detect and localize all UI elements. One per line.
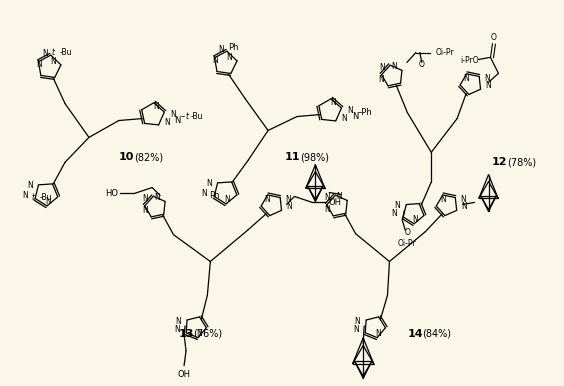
- Text: N: N: [464, 74, 469, 83]
- Text: N: N: [37, 60, 42, 69]
- Text: (98%): (98%): [300, 152, 329, 162]
- Text: N: N: [391, 210, 397, 218]
- Text: N: N: [352, 112, 358, 122]
- Text: N: N: [45, 197, 51, 207]
- Text: N: N: [42, 49, 48, 58]
- Text: N: N: [330, 98, 336, 107]
- Text: (76%): (76%): [193, 329, 223, 339]
- Text: HO: HO: [105, 189, 118, 198]
- Text: N: N: [354, 318, 360, 327]
- Text: -Bu: -Bu: [39, 193, 52, 202]
- Text: N: N: [285, 195, 291, 204]
- Text: –: –: [180, 112, 185, 122]
- Text: N: N: [395, 201, 400, 210]
- Text: N: N: [337, 192, 342, 201]
- Text: N: N: [325, 193, 331, 202]
- Text: OH: OH: [328, 198, 341, 207]
- Text: Oi-Pr: Oi-Pr: [398, 239, 417, 248]
- Text: N: N: [142, 206, 148, 215]
- Text: i-PrO: i-PrO: [460, 56, 478, 65]
- Text: N: N: [412, 215, 418, 224]
- Text: N: N: [143, 194, 148, 203]
- Text: O: O: [404, 228, 410, 237]
- Text: N: N: [226, 53, 232, 63]
- Text: 10: 10: [119, 152, 134, 162]
- Text: N: N: [174, 117, 181, 125]
- Text: N: N: [440, 195, 446, 205]
- Text: (78%): (78%): [507, 157, 536, 167]
- Text: t: t: [186, 112, 188, 122]
- Text: N: N: [196, 329, 202, 338]
- Text: N: N: [213, 56, 218, 65]
- Text: N: N: [391, 62, 397, 71]
- Text: 14: 14: [407, 329, 423, 339]
- Text: (84%): (84%): [422, 329, 451, 339]
- Text: -Bu: -Bu: [191, 112, 203, 122]
- Text: N: N: [175, 318, 181, 327]
- Text: OH: OH: [178, 370, 191, 379]
- Text: N: N: [324, 205, 330, 214]
- Text: N: N: [206, 179, 212, 188]
- Text: N: N: [155, 193, 160, 202]
- Text: 13: 13: [179, 329, 194, 339]
- Text: N: N: [484, 74, 490, 83]
- Text: 12: 12: [492, 157, 508, 167]
- Text: -Bu: -Bu: [60, 48, 72, 58]
- Text: N: N: [342, 114, 347, 124]
- Text: N: N: [165, 119, 170, 127]
- Text: O: O: [419, 60, 425, 69]
- Text: N: N: [170, 110, 176, 119]
- Text: N: N: [218, 45, 224, 54]
- Text: N: N: [462, 202, 468, 211]
- Text: Ph: Ph: [209, 191, 220, 200]
- Text: N: N: [378, 75, 385, 84]
- Text: Ph: Ph: [228, 44, 239, 52]
- Text: N: N: [354, 325, 359, 334]
- Text: N: N: [347, 106, 353, 115]
- Text: O: O: [491, 33, 496, 42]
- Text: N: N: [174, 325, 180, 334]
- Text: N: N: [23, 191, 28, 200]
- Text: Oi-Pr: Oi-Pr: [436, 48, 455, 57]
- Text: N: N: [380, 63, 385, 72]
- Text: N: N: [153, 102, 158, 111]
- Text: N: N: [201, 189, 207, 198]
- Text: (82%): (82%): [134, 152, 163, 162]
- Text: N: N: [224, 195, 230, 205]
- Text: t: t: [52, 48, 55, 58]
- Text: N: N: [50, 58, 56, 66]
- Text: –Ph: –Ph: [358, 108, 372, 117]
- Text: N: N: [486, 81, 491, 90]
- Text: N: N: [287, 202, 292, 211]
- Text: N: N: [460, 195, 466, 204]
- Text: 11: 11: [285, 152, 301, 162]
- Text: N: N: [375, 329, 381, 338]
- Text: t: t: [32, 193, 34, 202]
- Text: N: N: [265, 195, 271, 205]
- Text: N: N: [27, 181, 33, 190]
